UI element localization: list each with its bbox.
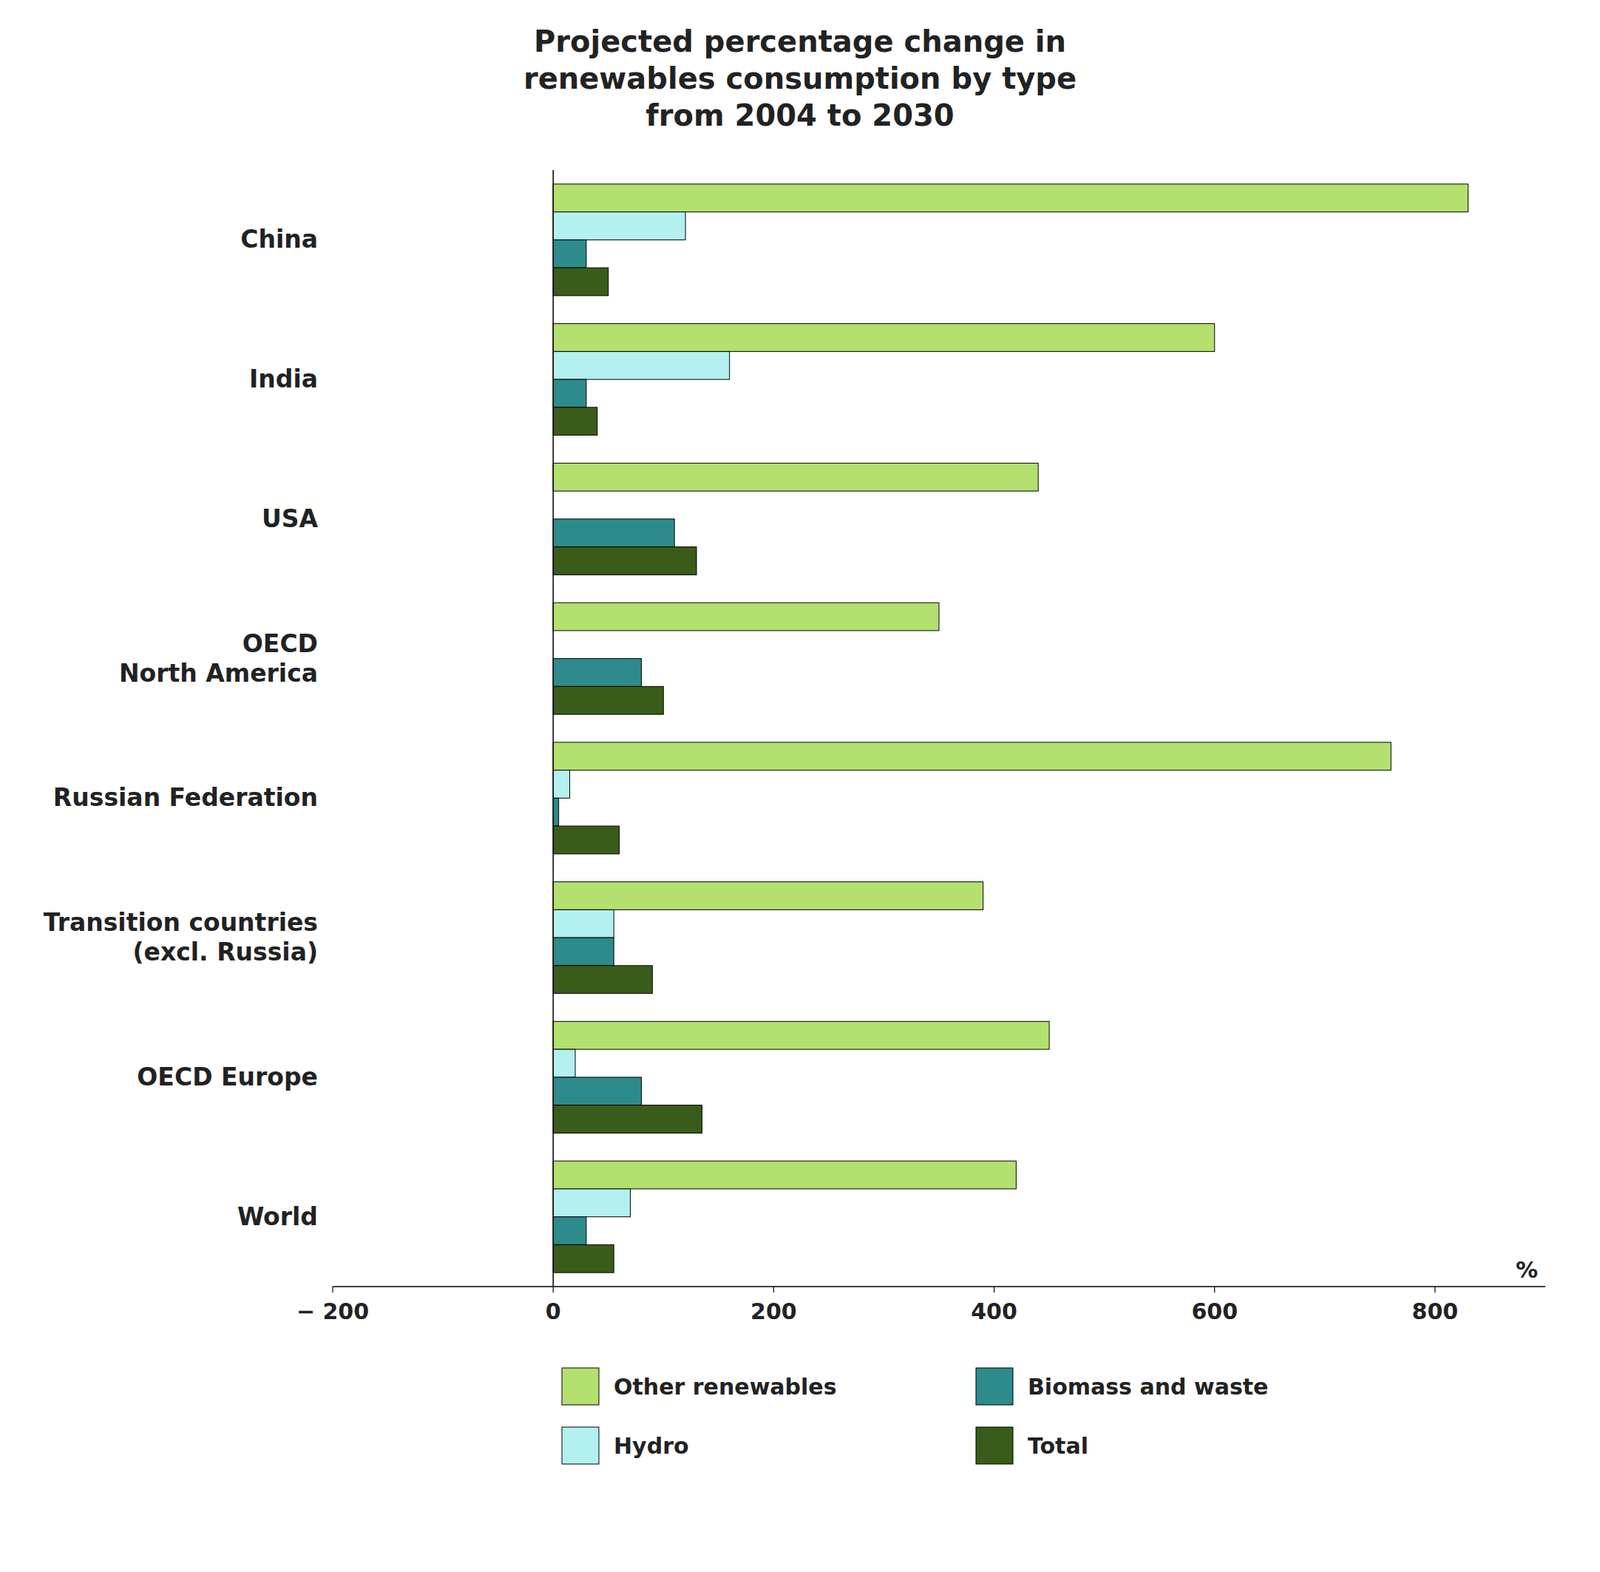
bar [553, 239, 587, 268]
legend-label: Total [1027, 1432, 1089, 1459]
bar [553, 1021, 1050, 1050]
title-line: from 2004 to 2030 [645, 98, 954, 133]
bar [553, 547, 697, 576]
bars [553, 184, 1468, 1273]
bar [553, 267, 609, 296]
bar [553, 1217, 587, 1246]
background [0, 0, 1600, 1572]
bar [553, 1049, 576, 1078]
bar [553, 379, 587, 408]
bar [553, 797, 559, 826]
bar [553, 519, 675, 548]
category-label: Russian Federation [53, 782, 318, 812]
bar [553, 323, 1215, 352]
category-label: OECDNorth America [119, 629, 318, 688]
category-label: USA [261, 504, 319, 534]
category-line: OECD Europe [136, 1062, 318, 1092]
category-line: (excl. Russia) [133, 937, 319, 967]
legend-swatch [975, 1367, 1013, 1405]
category-line: North America [119, 658, 318, 688]
category-label: India [249, 364, 318, 394]
category-line: OECD [242, 629, 318, 659]
x-tick-label: 400 [970, 1298, 1018, 1325]
title: Projected percentage change inrenewables… [523, 24, 1077, 133]
x-tick-label: 0 [545, 1298, 562, 1325]
category-line: World [237, 1202, 318, 1232]
x-tick-label: 200 [750, 1298, 798, 1325]
bar [553, 882, 983, 911]
legend-label: Biomass and waste [1027, 1373, 1269, 1400]
bar [553, 658, 642, 687]
legend-label: Hydro [613, 1432, 690, 1459]
category-line: Transition countries [43, 907, 318, 937]
bar [553, 965, 653, 994]
bar [553, 407, 598, 436]
category-label: OECD Europe [136, 1062, 318, 1092]
bar [553, 212, 686, 241]
legend-swatch [561, 1426, 599, 1464]
bar [553, 1188, 630, 1218]
legend-label: Other renewables [613, 1373, 837, 1400]
bar [553, 937, 614, 966]
category-label: China [240, 224, 318, 254]
title-line: renewables consumption by type [523, 61, 1077, 96]
bar [553, 825, 619, 854]
category-line: China [240, 224, 318, 254]
x-tick-label: 600 [1191, 1298, 1238, 1325]
zero-line [552, 170, 554, 1287]
chart: Projected percentage change inrenewables… [0, 0, 1600, 1572]
legend-swatch [561, 1367, 599, 1405]
bar [553, 1077, 642, 1106]
category-label: World [237, 1202, 318, 1232]
x-axis-label: % [1515, 1256, 1538, 1283]
category-line: USA [261, 504, 319, 534]
bar [553, 909, 614, 938]
bar [553, 686, 664, 715]
bar [553, 770, 570, 799]
x-tick [1214, 1286, 1215, 1293]
bar [553, 602, 940, 631]
x-axis-line [332, 1285, 1546, 1288]
x-tick [993, 1286, 995, 1293]
x-tick [553, 1286, 554, 1293]
bar [553, 184, 1468, 213]
x-tick [331, 1286, 333, 1293]
x-tick [1434, 1286, 1436, 1293]
legend: Other renewables Hydro Biomass and waste To… [561, 1367, 1269, 1464]
legend-swatch [975, 1426, 1013, 1464]
x-tick-label: 800 [1412, 1298, 1459, 1325]
bar [553, 351, 730, 380]
bar [553, 742, 1391, 771]
category-label: Transition countries(excl. Russia) [43, 907, 318, 967]
x-tick [773, 1286, 775, 1293]
category-line: India [249, 364, 318, 394]
title-line: Projected percentage change in [533, 24, 1067, 59]
x-tick-label: − 200 [296, 1298, 369, 1325]
bar [553, 1105, 702, 1134]
category-line: Russian Federation [53, 782, 318, 812]
bar [553, 1244, 614, 1273]
bar [553, 462, 1039, 491]
bar [553, 1160, 1016, 1189]
